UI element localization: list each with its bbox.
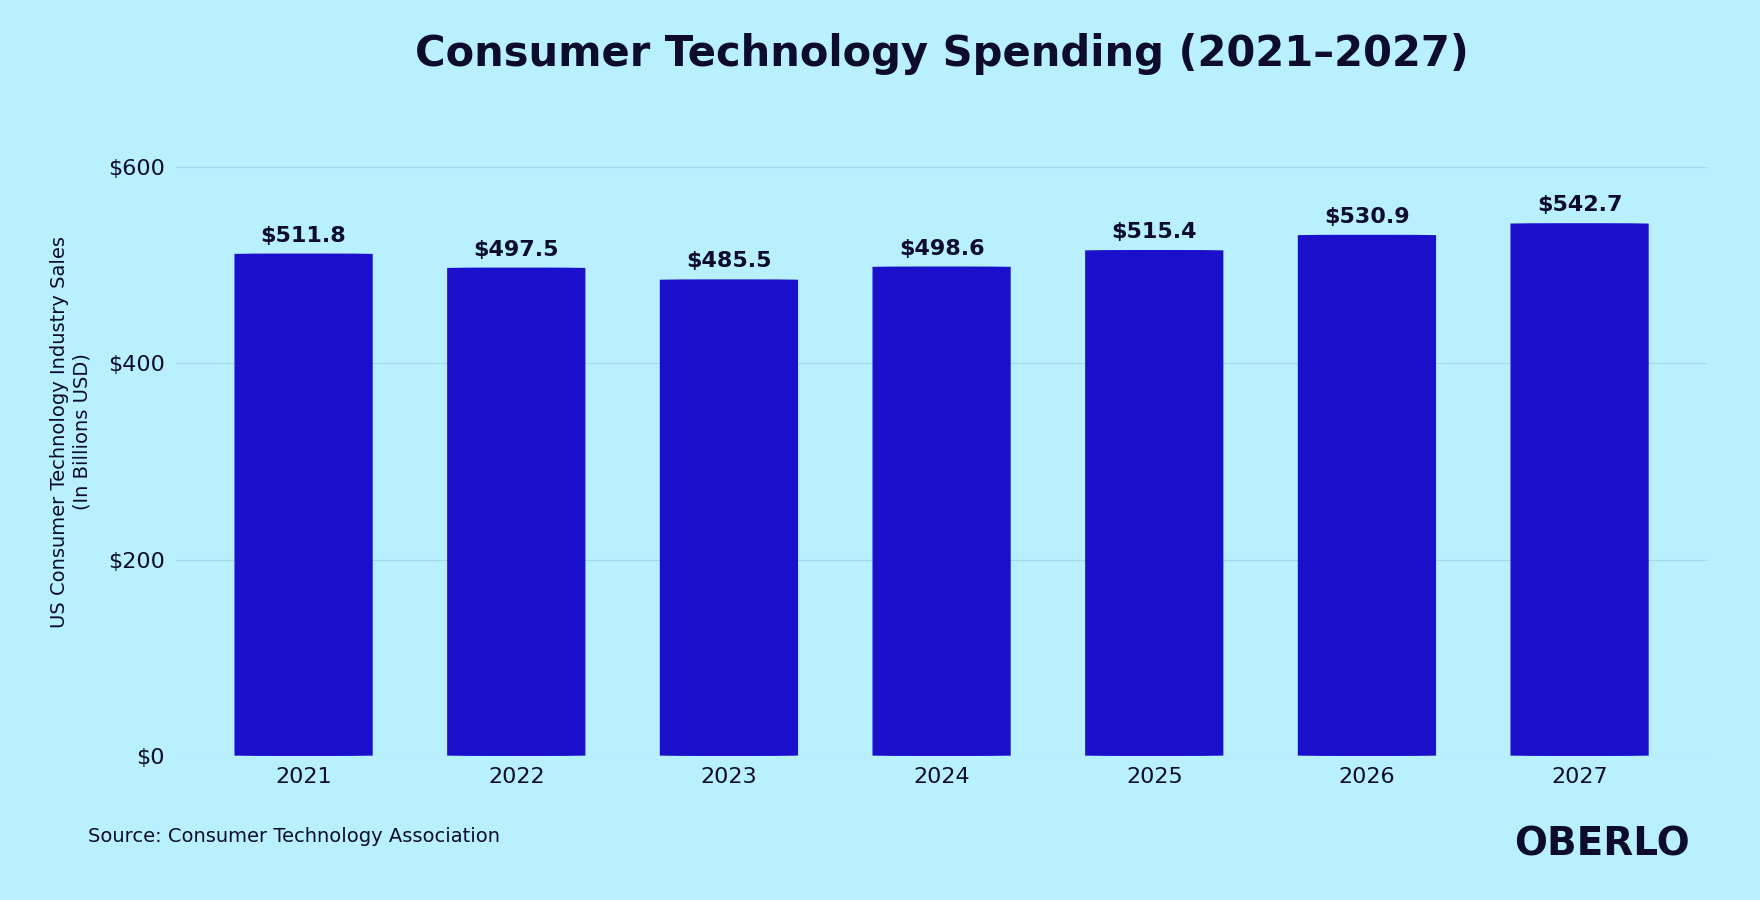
Text: $498.6: $498.6 [899, 238, 984, 258]
FancyBboxPatch shape [1510, 223, 1649, 756]
FancyBboxPatch shape [1086, 250, 1223, 756]
FancyBboxPatch shape [447, 267, 586, 756]
Text: $497.5: $497.5 [473, 239, 560, 260]
FancyBboxPatch shape [873, 266, 1010, 756]
FancyBboxPatch shape [234, 254, 373, 756]
Text: $530.9: $530.9 [1324, 207, 1410, 227]
Text: $542.7: $542.7 [1536, 195, 1623, 215]
FancyBboxPatch shape [1297, 235, 1436, 756]
Text: $515.4: $515.4 [1112, 222, 1197, 242]
Text: OBERLO: OBERLO [1514, 826, 1690, 864]
Text: Source: Consumer Technology Association: Source: Consumer Technology Association [88, 827, 500, 846]
Title: Consumer Technology Spending (2021–2027): Consumer Technology Spending (2021–2027) [415, 33, 1468, 76]
Y-axis label: US Consumer Technology Industry Sales
(In Billions USD): US Consumer Technology Industry Sales (I… [51, 236, 92, 628]
FancyBboxPatch shape [660, 279, 797, 756]
Text: $511.8: $511.8 [260, 226, 347, 246]
Text: $485.5: $485.5 [686, 251, 771, 272]
